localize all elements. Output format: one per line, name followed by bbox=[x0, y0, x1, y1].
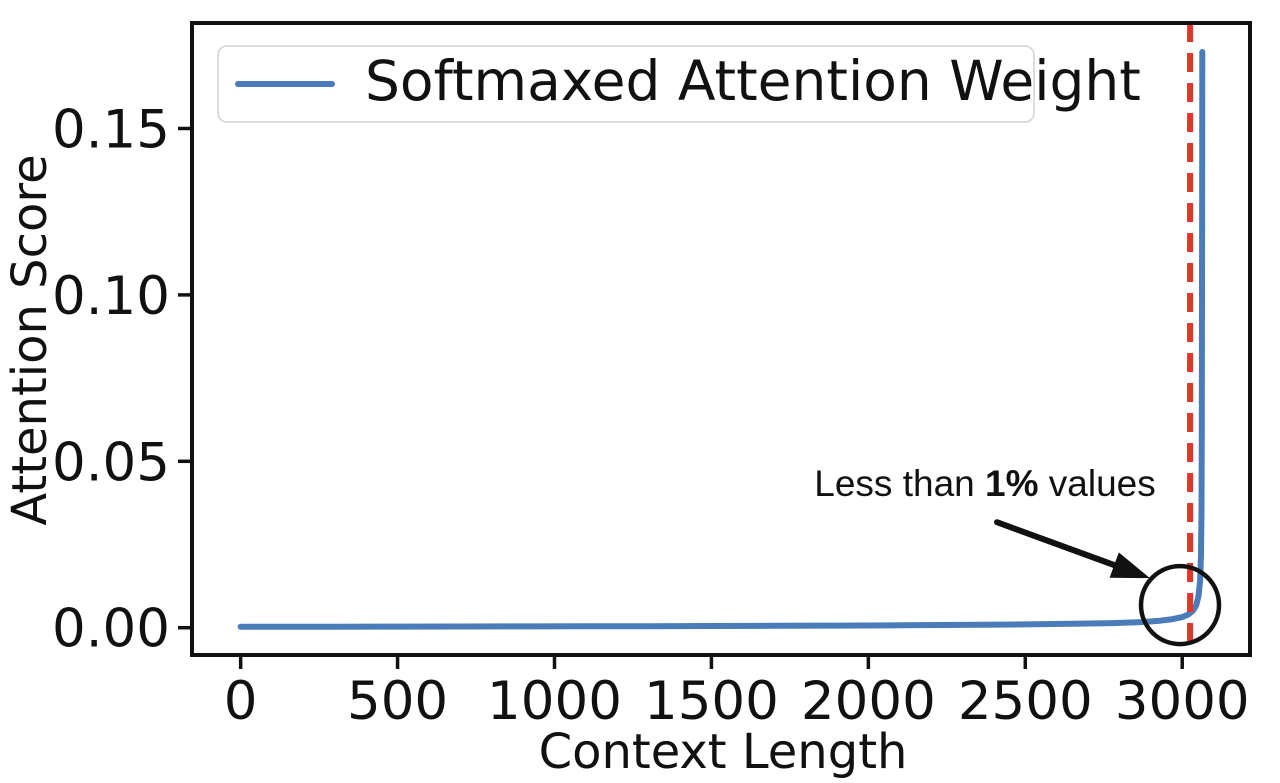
x-tick-label: 1000 bbox=[487, 671, 622, 732]
series-line bbox=[237, 49, 1206, 630]
annotation-arrow-shaft bbox=[994, 519, 1123, 571]
x-axis-label: Context Length bbox=[538, 724, 908, 780]
x-tick-label: 2000 bbox=[801, 671, 936, 732]
y-tick-label: 0.05 bbox=[52, 432, 170, 493]
x-tick-label: 0 bbox=[224, 671, 258, 732]
x-tick-label: 2500 bbox=[958, 671, 1093, 732]
y-tick-label: 0.00 bbox=[52, 599, 170, 660]
legend-line-swatch bbox=[235, 81, 335, 87]
annotation-prefix: Less than bbox=[814, 463, 986, 504]
y-tick-label: 0.10 bbox=[52, 266, 170, 327]
y-axis-label: Attention Score bbox=[2, 154, 58, 526]
x-tick-label: 500 bbox=[347, 671, 448, 732]
x-tick-label: 1500 bbox=[644, 671, 779, 732]
annotation-arrow-head bbox=[1109, 552, 1150, 579]
x-tick-label: 3000 bbox=[1115, 671, 1250, 732]
y-tick-label: 0.15 bbox=[52, 99, 170, 160]
annotation-text: Less than 1% values bbox=[814, 463, 1155, 505]
plot-border bbox=[190, 21, 1252, 657]
legend: Softmaxed Attention Weight bbox=[217, 45, 1141, 123]
annotation-bold-value: 1% bbox=[985, 463, 1039, 504]
annotation-suffix: values bbox=[1038, 463, 1156, 504]
legend-label: Softmaxed Attention Weight bbox=[365, 48, 1141, 113]
highlight-circle bbox=[1138, 563, 1222, 647]
